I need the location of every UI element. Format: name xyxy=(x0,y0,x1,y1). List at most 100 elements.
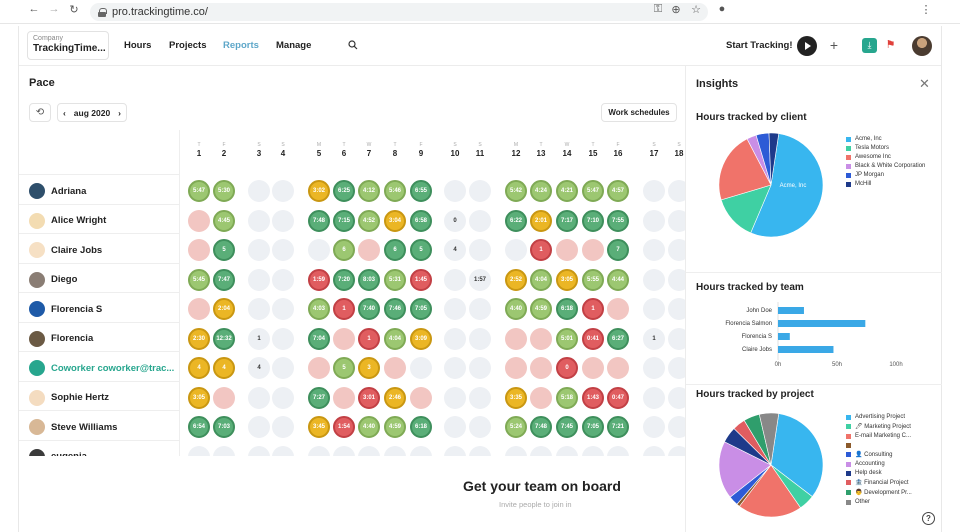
day-cell[interactable] xyxy=(643,239,665,261)
day-cell[interactable] xyxy=(643,180,665,202)
day-cell[interactable]: 0 xyxy=(444,209,466,232)
day-cell[interactable] xyxy=(668,298,685,320)
work-schedules-button[interactable]: Work schedules xyxy=(601,103,677,122)
day-cell[interactable] xyxy=(272,180,294,202)
day-cell[interactable]: 1 xyxy=(333,298,355,320)
day-cell[interactable] xyxy=(530,327,552,350)
user-row[interactable]: Steve Williams xyxy=(29,416,117,438)
day-cell[interactable] xyxy=(668,180,685,202)
day-cell[interactable] xyxy=(188,239,210,261)
day-cell[interactable]: 4:04 xyxy=(384,327,406,350)
day-cell[interactable] xyxy=(444,386,466,409)
next-month-icon[interactable]: › xyxy=(118,107,121,118)
day-cell[interactable]: 1 xyxy=(582,298,604,320)
user-row[interactable]: Florencia S xyxy=(29,298,102,320)
day-cell[interactable] xyxy=(444,357,466,379)
day-cell[interactable] xyxy=(248,298,270,320)
day-cell[interactable]: 8:03 xyxy=(358,268,380,291)
day-cell[interactable] xyxy=(358,445,380,456)
day-cell[interactable]: 3:09 xyxy=(410,327,432,350)
day-cell[interactable]: 7:15 xyxy=(333,209,355,232)
day-cell[interactable]: 3:01 xyxy=(358,386,380,409)
day-cell[interactable] xyxy=(668,268,685,291)
day-cell[interactable]: 6 xyxy=(333,239,355,261)
day-cell[interactable] xyxy=(643,209,665,232)
day-cell[interactable] xyxy=(556,445,578,456)
day-cell[interactable]: 4:03 xyxy=(308,298,330,320)
day-cell[interactable] xyxy=(505,327,527,350)
day-cell[interactable] xyxy=(505,357,527,379)
day-cell[interactable] xyxy=(248,386,270,409)
day-cell[interactable]: 7:48 xyxy=(308,209,330,232)
day-cell[interactable]: 5:42 xyxy=(505,180,527,202)
user-row[interactable]: eugenia xyxy=(29,446,87,456)
day-cell[interactable]: 6:18 xyxy=(410,416,432,438)
day-cell[interactable]: 7:10 xyxy=(582,209,604,232)
day-cell[interactable]: 5 xyxy=(410,239,432,261)
help-icon[interactable]: ? xyxy=(922,512,935,525)
day-cell[interactable]: 5:47 xyxy=(582,180,604,202)
day-cell[interactable] xyxy=(272,268,294,291)
day-cell[interactable] xyxy=(248,180,270,202)
day-cell[interactable]: 6:55 xyxy=(410,180,432,202)
day-cell[interactable] xyxy=(607,445,629,456)
day-cell[interactable] xyxy=(668,209,685,232)
day-cell[interactable]: 7:27 xyxy=(308,386,330,409)
day-cell[interactable] xyxy=(248,445,270,456)
address-bar[interactable]: pro.trackingtime.co/ xyxy=(90,3,708,21)
day-cell[interactable]: 6:58 xyxy=(410,209,432,232)
day-cell[interactable]: 7:46 xyxy=(384,298,406,320)
day-cell[interactable] xyxy=(384,357,406,379)
day-cell[interactable] xyxy=(444,298,466,320)
company-selector[interactable]: Company TrackingTime... xyxy=(27,31,109,60)
day-cell[interactable] xyxy=(668,239,685,261)
day-cell[interactable] xyxy=(505,445,527,456)
day-cell[interactable] xyxy=(668,416,685,438)
user-row[interactable]: Florencia xyxy=(29,328,93,350)
day-cell[interactable]: 5:55 xyxy=(582,268,604,291)
day-cell[interactable]: 2:01 xyxy=(530,209,552,232)
user-row[interactable]: Adriana xyxy=(29,180,86,202)
day-cell[interactable] xyxy=(469,239,491,261)
day-cell[interactable] xyxy=(308,239,330,261)
day-cell[interactable] xyxy=(333,327,355,350)
day-cell[interactable] xyxy=(410,357,432,379)
day-cell[interactable]: 6 xyxy=(384,239,406,261)
day-cell[interactable]: 4:12 xyxy=(358,180,380,202)
day-cell[interactable]: 1 xyxy=(643,327,665,350)
prev-month-icon[interactable]: ‹ xyxy=(63,107,66,118)
day-cell[interactable] xyxy=(444,327,466,350)
day-cell[interactable] xyxy=(469,416,491,438)
day-cell[interactable] xyxy=(248,268,270,291)
day-cell[interactable] xyxy=(272,445,294,456)
day-cell[interactable]: 1 xyxy=(358,327,380,350)
day-cell[interactable]: 4:45 xyxy=(213,209,235,232)
day-cell[interactable]: 4:59 xyxy=(530,298,552,320)
user-row[interactable]: Sophie Hertz xyxy=(29,387,109,409)
day-cell[interactable] xyxy=(248,416,270,438)
day-cell[interactable]: 2:46 xyxy=(384,386,406,409)
day-cell[interactable] xyxy=(668,445,685,456)
day-cell[interactable] xyxy=(272,416,294,438)
day-cell[interactable] xyxy=(469,327,491,350)
forward-icon[interactable]: → xyxy=(48,3,60,15)
day-cell[interactable] xyxy=(213,386,235,409)
day-cell[interactable] xyxy=(530,445,552,456)
day-cell[interactable]: 5:31 xyxy=(384,268,406,291)
day-cell[interactable] xyxy=(188,298,210,320)
day-cell[interactable]: 7:20 xyxy=(333,268,355,291)
day-cell[interactable]: 5:45 xyxy=(188,268,210,291)
day-cell[interactable]: 7:48 xyxy=(530,416,552,438)
refresh-button[interactable]: ⟲ xyxy=(29,103,51,122)
reload-icon[interactable]: ↻ xyxy=(69,4,79,16)
key-icon[interactable]: ⚿ xyxy=(653,3,663,15)
day-cell[interactable]: 6:25 xyxy=(333,180,355,202)
day-cell[interactable]: 3:35 xyxy=(505,386,527,409)
day-cell[interactable]: 7:05 xyxy=(410,298,432,320)
nav-manage[interactable]: Manage xyxy=(276,40,312,51)
day-cell[interactable]: 4 xyxy=(248,357,270,379)
user-avatar[interactable] xyxy=(912,36,932,56)
day-cell[interactable] xyxy=(643,445,665,456)
day-cell[interactable]: 0 xyxy=(556,357,578,379)
day-cell[interactable]: 4:24 xyxy=(530,180,552,202)
